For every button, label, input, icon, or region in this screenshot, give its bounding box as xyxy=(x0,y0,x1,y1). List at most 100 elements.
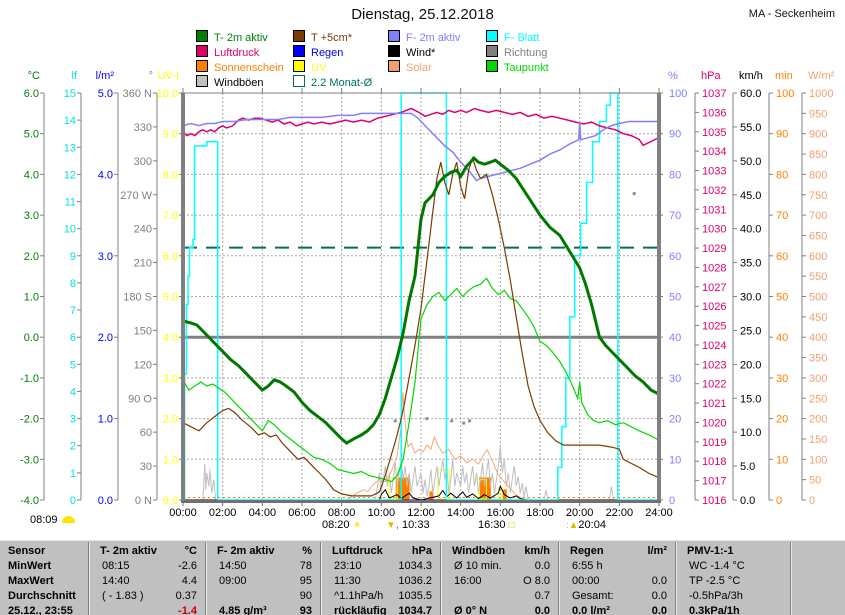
x-axis-label: 02:00 xyxy=(209,507,237,519)
table-col-header: F- 2m aktiv xyxy=(217,545,275,557)
legend-swatch-icon xyxy=(196,60,208,72)
axis-tick-label: 0.0 xyxy=(163,495,178,507)
axis-tick-label: 300 xyxy=(134,156,152,168)
axis-tick-label: 40 xyxy=(669,332,681,344)
axis-tick-label: 11 xyxy=(65,197,76,209)
axis-tick-label: 20 xyxy=(776,414,788,426)
axis-tick-label: 60 xyxy=(776,251,788,263)
axis-tick-label: 5.0 xyxy=(740,461,755,473)
axis-tick-label: 6.0 xyxy=(24,88,39,100)
axis-tick-label: 250 xyxy=(809,393,827,405)
axis-tick-label: 80 xyxy=(776,169,788,181)
legend-label: T +5cm* xyxy=(311,32,353,44)
axis-tick-label: 950 xyxy=(809,108,827,120)
table-cell-value: 1034.7 xyxy=(398,605,432,615)
half-sun-icon xyxy=(61,516,75,523)
table-row-label: Durchschnitt xyxy=(8,590,76,602)
legend-swatch-icon xyxy=(293,30,305,42)
axis-tick-label: W/m² xyxy=(808,70,835,82)
axis-tick-label: l/m² xyxy=(96,70,115,82)
axis-tick-label: km/h xyxy=(739,70,763,82)
legend-swatch-icon xyxy=(196,75,208,87)
legend-item: Luftdruck xyxy=(196,45,259,59)
series-point-richtung xyxy=(632,192,636,196)
axis-tick-label: 30 xyxy=(140,461,152,473)
axis-tick-label: 400 xyxy=(809,332,827,344)
series-f-2m-aktiv xyxy=(182,112,659,182)
axis-tick-label: 90 xyxy=(669,129,681,141)
axis-tick-label: 70 xyxy=(776,210,788,222)
x-axis-label: 16:00 xyxy=(487,507,515,519)
axis-tick-label: hPa xyxy=(701,70,721,82)
axis-tick-label: 3.0 xyxy=(98,251,113,263)
table-cell-detail: 16:00 xyxy=(454,575,482,587)
x-axis-label: 22:00 xyxy=(606,507,634,519)
axis-tick-label: 1035 xyxy=(702,127,726,139)
axis-tick-label: 25.0 xyxy=(740,325,761,337)
axis-tick-label: 5 xyxy=(70,359,76,371)
axis-tick-label: 12 xyxy=(64,169,76,181)
legend-item: Windböen xyxy=(196,75,264,89)
x-axis-label: 14:00 xyxy=(447,507,475,519)
axis-tick-label: 750 xyxy=(809,190,827,202)
axis-tick-label: 330 xyxy=(134,122,152,134)
axis-tick-label: 0 xyxy=(809,495,815,507)
legend-label: Wind* xyxy=(406,47,436,59)
series-point-richtung xyxy=(462,421,466,425)
axis-tick-label: 55.0 xyxy=(740,122,761,134)
legend-item: Regen xyxy=(293,45,343,59)
table-row-label: 25.12., 23:55 xyxy=(8,605,73,615)
axis-tick-label: 0.0 xyxy=(24,332,39,344)
axis-tick-label: 1023 xyxy=(702,359,726,371)
table-divider xyxy=(88,542,90,615)
legend-item: Solar xyxy=(388,60,432,74)
series-t-5cm xyxy=(182,156,660,497)
axis-tick-label: 30 xyxy=(776,373,788,385)
axis-tick-label: 0 N xyxy=(135,495,152,507)
axis-tick-label: -4.0 xyxy=(20,495,39,507)
axis-tick-label: 1022 xyxy=(702,379,726,391)
legend-swatch-icon xyxy=(196,30,208,42)
table-cell-value: -1.4 xyxy=(178,605,197,615)
table-cell-value: 1035.5 xyxy=(398,590,432,602)
table-cell-detail: WC -1.4 °C xyxy=(689,560,745,572)
axis-tick-label: 2.0 xyxy=(24,251,39,263)
legend-label: Sonnenschein xyxy=(214,62,284,74)
axis-tick-label: 3.0 xyxy=(24,210,39,222)
table-col-unit: hPa xyxy=(411,545,432,557)
table-col-header: Luftdruck xyxy=(332,545,383,557)
axis-tick-label: 8 xyxy=(70,278,76,290)
table-cell-detail: 0.3kPa/1h xyxy=(689,605,740,615)
table-cell-detail: 0.0 l/m² xyxy=(572,605,610,615)
axis-tick-label: 4 xyxy=(70,386,76,398)
axis-tick-label: °C xyxy=(28,70,40,82)
axis-tick-label: 700 xyxy=(809,210,827,222)
axis-tick-label: UV-I xyxy=(158,70,179,82)
axis-tick-label: 240 xyxy=(134,224,152,236)
axis-tick-label: 7 xyxy=(70,305,76,317)
axis-tick-label: 50 xyxy=(809,475,821,487)
dawn-time: 08:09 xyxy=(30,514,58,526)
axis-tick-label: 300 xyxy=(809,373,827,385)
axis-tick-label: 7.0 xyxy=(163,210,178,222)
axis-tick-label: 1036 xyxy=(702,107,726,119)
moonset-marker: ▼, 10:33 xyxy=(386,519,430,531)
axis-tick-label: 35.0 xyxy=(740,258,761,270)
axis-tick-label: 14 xyxy=(64,115,76,127)
table-col-unit: l/m² xyxy=(647,545,667,557)
table-cell-detail: 4.85 g/m³ xyxy=(219,605,267,615)
axis-tick-label: 1032 xyxy=(702,185,726,197)
axis-tick-label: 1.0 xyxy=(163,454,178,466)
table-cell-value: 0.0 xyxy=(534,605,550,615)
x-axis-label: 04:00 xyxy=(249,507,277,519)
series-wind xyxy=(183,485,659,501)
legend-swatch-icon xyxy=(486,60,498,72)
table-cell-value: 4.4 xyxy=(181,575,197,587)
series-point-richtung xyxy=(393,419,397,423)
axis-tick-label: 4.0 xyxy=(163,332,178,344)
moonset-time: 10:33 xyxy=(402,519,430,531)
axis-tick-label: 150 xyxy=(134,325,152,337)
axis-tick-label: 80 xyxy=(669,169,681,181)
axis-tick-label: lf xyxy=(72,70,78,82)
table-cell-value: -2.6 xyxy=(178,560,197,572)
